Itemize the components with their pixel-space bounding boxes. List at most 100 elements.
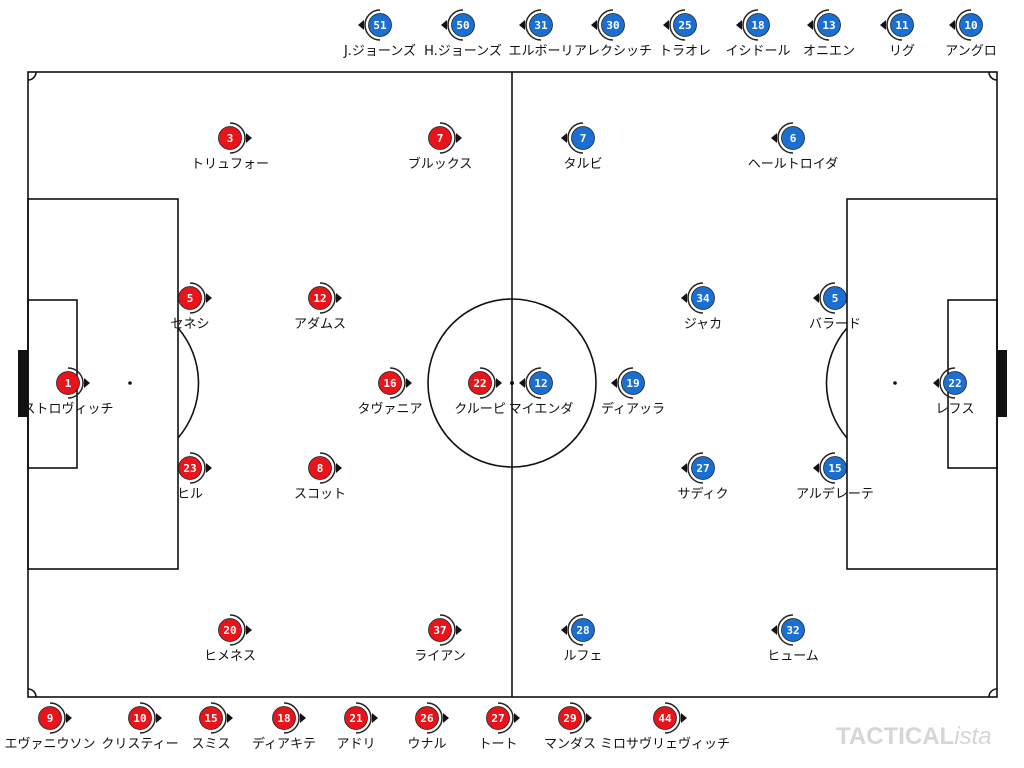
player-name: アレクシッチ xyxy=(574,44,652,59)
player-name: エルボーリ xyxy=(508,44,573,59)
marker-arc xyxy=(229,614,246,646)
marker-arc xyxy=(355,702,372,734)
marker-arrow xyxy=(336,463,342,473)
player: 23 ヒル xyxy=(177,452,212,502)
player: 12 マイエンダ xyxy=(509,367,573,417)
player: 6 ヘールトロイダ xyxy=(748,122,838,172)
marker-circle xyxy=(486,706,510,730)
marker-arrow xyxy=(933,378,939,388)
marker-arrow xyxy=(771,625,777,635)
marker-circle xyxy=(571,618,595,642)
marker-circle xyxy=(308,286,332,310)
marker-arc xyxy=(939,367,956,399)
marker-arrow xyxy=(441,20,447,30)
marker-arc xyxy=(210,702,227,734)
player-name: クルーピ xyxy=(454,402,506,417)
player-number: 32 xyxy=(786,624,799,637)
player-number: 18 xyxy=(751,19,764,32)
player-name: ヒューム xyxy=(767,649,819,664)
player: 16 タヴァニア xyxy=(357,367,423,417)
marker-arrow xyxy=(84,378,90,388)
marker-arrow xyxy=(807,20,813,30)
marker-arrow xyxy=(880,20,886,30)
player-number: 12 xyxy=(534,377,547,390)
marker-circle xyxy=(368,13,392,37)
marker-arrow xyxy=(456,625,462,635)
player: 51 J.ジョーンズ xyxy=(343,9,416,59)
player-name: アダムス xyxy=(294,317,346,332)
marker-arrow xyxy=(586,713,592,723)
marker-arrow xyxy=(611,378,617,388)
player-name: リグ xyxy=(889,44,915,59)
player: 9 エヴァニウソン xyxy=(4,702,96,752)
player: 20 ヒメネス xyxy=(204,614,256,664)
marker-arc xyxy=(597,9,614,41)
marker-arc xyxy=(569,702,586,734)
player-name: ヒル xyxy=(177,487,203,502)
player-name: スコット xyxy=(294,487,346,502)
marker-circle xyxy=(601,13,625,37)
player: 7 ブルックス xyxy=(408,122,472,172)
marker-arc xyxy=(189,282,206,314)
player-number: 50 xyxy=(456,19,469,32)
player-name: エヴァニウソン xyxy=(4,736,95,752)
player: 13 オニエン xyxy=(803,9,855,59)
player-number: 19 xyxy=(626,377,639,390)
marker-arc xyxy=(886,9,903,41)
player-name: アングロ xyxy=(945,44,996,59)
marker-arrow xyxy=(681,713,687,723)
marker-circle xyxy=(691,286,715,310)
marker-circle xyxy=(959,13,983,37)
player: 3 トリュフォー xyxy=(191,122,269,172)
player: 32 ヒューム xyxy=(767,614,819,664)
player-number: 5 xyxy=(832,292,839,305)
marker-arrow xyxy=(372,713,378,723)
marker-circle xyxy=(344,706,368,730)
player: 27 サディク xyxy=(677,452,729,502)
marker-arrow xyxy=(66,713,72,723)
player-name: レフス xyxy=(935,402,974,417)
logo-suffix: ista xyxy=(954,723,991,750)
marker-arc xyxy=(364,9,381,41)
player: 22 レフス xyxy=(933,367,975,417)
marker-circle xyxy=(451,13,475,37)
marker-arc xyxy=(567,614,584,646)
marker-circle xyxy=(558,706,582,730)
player-number: 12 xyxy=(313,292,326,305)
player: 1 ストロヴィッチ xyxy=(22,367,114,417)
marker-arrow xyxy=(358,20,364,30)
player-number: 29 xyxy=(563,712,576,725)
marker-arrow xyxy=(336,293,342,303)
marker-arrow xyxy=(771,133,777,143)
marker-arrow xyxy=(561,133,567,143)
player-name: タヴァニア xyxy=(357,401,422,417)
marker-arc xyxy=(139,702,156,734)
marker-arrow xyxy=(246,133,252,143)
marker-arc xyxy=(567,122,584,154)
marker-arc xyxy=(777,122,794,154)
player: 21 アドリ xyxy=(336,702,378,752)
player: 31 エルボーリ xyxy=(508,9,574,59)
marker-circle xyxy=(199,706,223,730)
marker-circle xyxy=(781,126,805,150)
player-number: 10 xyxy=(133,712,146,725)
marker-arrow xyxy=(443,713,449,723)
marker-circle xyxy=(415,706,439,730)
player: 12 アダムス xyxy=(294,282,346,332)
marker-circle xyxy=(178,286,202,310)
player-number: 44 xyxy=(658,712,672,725)
player-number: 34 xyxy=(696,292,710,305)
player-number: 3 xyxy=(227,132,234,145)
marker-arrow xyxy=(300,713,306,723)
player: 10 アングロ xyxy=(945,9,997,59)
marker-circle xyxy=(428,618,452,642)
player: 19 ディアッラ xyxy=(601,367,665,417)
marker-arrow xyxy=(736,20,742,30)
player-number: 18 xyxy=(277,712,290,725)
player-number: 15 xyxy=(828,462,841,475)
player: 28 ルフェ xyxy=(561,614,603,664)
player-name: ウナル xyxy=(407,737,446,752)
player-number: 28 xyxy=(576,624,589,637)
marker-arrow xyxy=(227,713,233,723)
marker-circle xyxy=(56,371,80,395)
